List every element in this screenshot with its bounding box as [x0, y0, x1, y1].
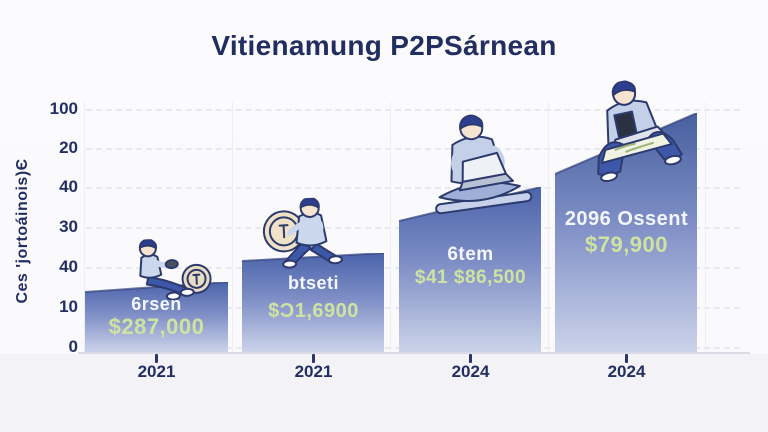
bar-2-value: $Ɔ1,6900	[268, 300, 359, 322]
vertical-gridline	[548, 102, 549, 352]
person-holding-large-coin-illustration	[262, 196, 343, 269]
gridline	[86, 148, 740, 150]
x-tick-label-2: 2021	[294, 362, 333, 381]
x-tick	[625, 354, 628, 363]
bar-1-value: $287,000	[108, 314, 205, 339]
y-tick-label: 30	[59, 217, 78, 236]
bar-2-name: btseti	[287, 273, 339, 293]
vertical-gridline	[390, 102, 391, 352]
bar-3-value: $41 $86,500	[414, 267, 527, 288]
person-cross-legged-with-laptop-illustration	[435, 114, 533, 215]
coin-icon	[181, 263, 212, 294]
chart-title: Vitienamung P2PSárnean	[211, 30, 557, 61]
y-tick-label: 20	[59, 138, 78, 157]
tray-icon	[600, 132, 673, 164]
person-sitting-with-laptop-and-tray-illustration	[597, 80, 683, 183]
x-tick	[469, 354, 472, 363]
bar-4-value: $79,900	[584, 232, 669, 257]
bar-2	[242, 253, 384, 352]
person-sitting-holding-coin-illustration	[138, 238, 212, 301]
vertical-gridline	[232, 102, 233, 352]
vertical-gridline	[84, 102, 85, 352]
y-tick-label: 10	[59, 297, 78, 316]
y-tick-label: 0	[68, 337, 78, 356]
laptop-icon	[458, 151, 514, 192]
x-tick-label-4: 2024	[607, 362, 646, 381]
x-tick	[155, 354, 158, 363]
gridline	[86, 109, 740, 111]
y-tick-label: 40	[59, 177, 78, 196]
x-axis-line	[78, 352, 750, 354]
x-tick-label-3: 2024	[451, 362, 490, 381]
y-axis-title: Ces 'jortoáinois)Є	[14, 158, 31, 304]
x-tick	[312, 354, 315, 363]
bar-4-name: 2096 Ossent	[564, 208, 689, 230]
y-tick-label: 40	[59, 257, 78, 276]
x-tick-label-1: 2021	[137, 362, 176, 381]
vertical-gridline	[705, 102, 706, 352]
gridline	[86, 187, 740, 189]
y-tick-label: 100	[49, 99, 78, 118]
bar-3-name: 6tem	[447, 244, 494, 265]
